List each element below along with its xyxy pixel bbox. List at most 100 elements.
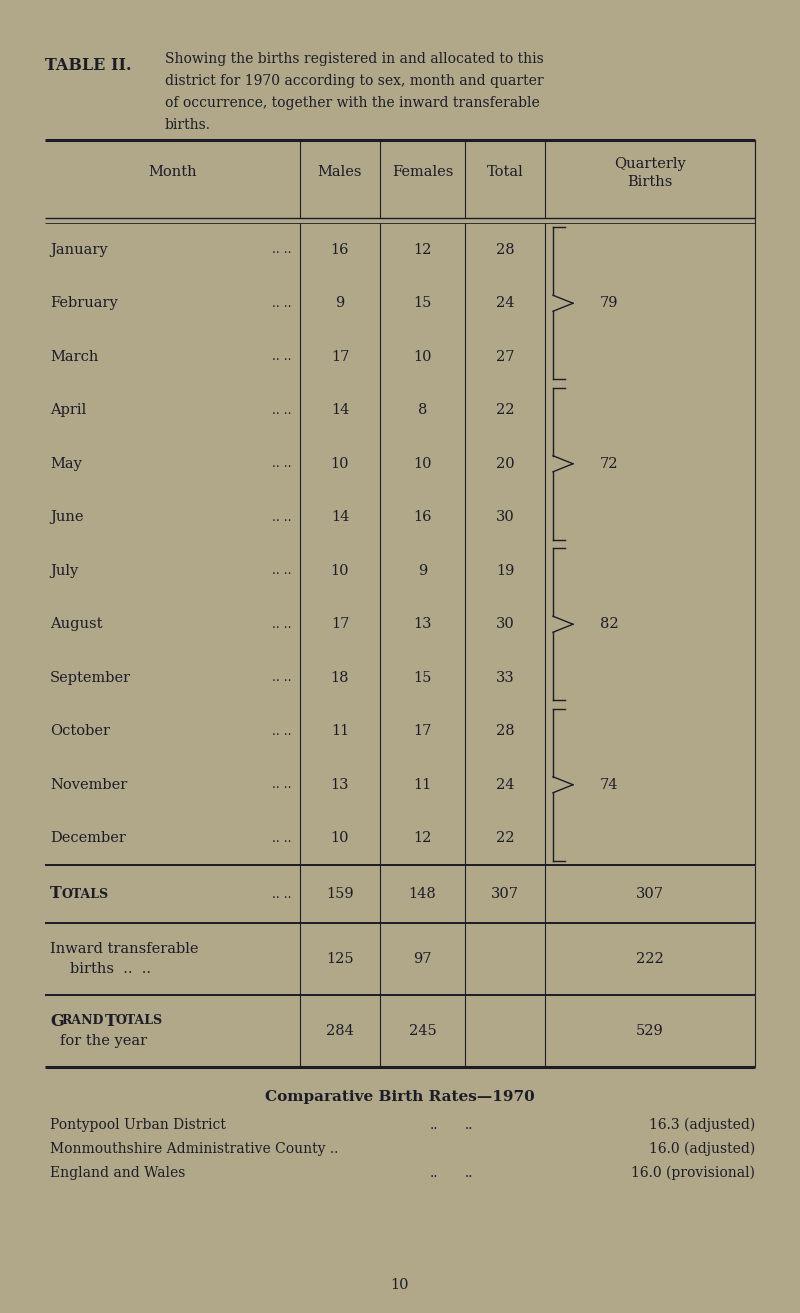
Text: September: September <box>50 671 131 685</box>
Text: 307: 307 <box>636 888 664 901</box>
Text: August: August <box>50 617 102 632</box>
Text: 28: 28 <box>496 725 514 738</box>
Text: 17: 17 <box>331 617 349 632</box>
Text: 82: 82 <box>600 617 618 632</box>
Text: .. ..: .. .. <box>273 511 292 524</box>
Text: 222: 222 <box>636 952 664 966</box>
Text: 22: 22 <box>496 403 514 418</box>
Text: for the year: for the year <box>60 1035 147 1048</box>
Text: Females: Females <box>392 165 453 179</box>
Text: 125: 125 <box>326 952 354 966</box>
Text: 15: 15 <box>414 297 432 310</box>
Text: 22: 22 <box>496 831 514 846</box>
Text: 10: 10 <box>390 1278 410 1292</box>
Text: 16.0 (adjusted): 16.0 (adjusted) <box>649 1142 755 1157</box>
Text: 9: 9 <box>418 563 427 578</box>
Text: .. ..: .. .. <box>273 297 292 310</box>
Text: October: October <box>50 725 110 738</box>
Text: births  ..  ..: births .. .. <box>70 962 151 976</box>
Text: Monmouthshire Administrative County ..: Monmouthshire Administrative County .. <box>50 1142 338 1155</box>
Text: Showing the births registered in and allocated to this: Showing the births registered in and all… <box>165 53 544 66</box>
Text: Month: Month <box>148 165 197 179</box>
Text: February: February <box>50 297 118 310</box>
Text: May: May <box>50 457 82 471</box>
Text: 79: 79 <box>600 297 618 310</box>
Text: 13: 13 <box>414 617 432 632</box>
Text: 10: 10 <box>330 457 350 471</box>
Text: 10: 10 <box>330 831 350 846</box>
Text: 97: 97 <box>414 952 432 966</box>
Text: 11: 11 <box>414 777 432 792</box>
Text: 159: 159 <box>326 888 354 901</box>
Text: of occurrence, together with the inward transferable: of occurrence, together with the inward … <box>165 96 540 110</box>
Text: .. ..: .. .. <box>273 404 292 416</box>
Text: .. ..: .. .. <box>273 617 292 630</box>
Text: .. ..: .. .. <box>273 457 292 470</box>
Text: district for 1970 according to sex, month and quarter: district for 1970 according to sex, mont… <box>165 74 544 88</box>
Text: 9: 9 <box>335 297 345 310</box>
Text: England and Wales: England and Wales <box>50 1166 186 1180</box>
Text: 245: 245 <box>409 1024 436 1039</box>
Text: ..: .. <box>465 1117 474 1132</box>
Text: 18: 18 <box>330 671 350 685</box>
Text: 17: 17 <box>331 349 349 364</box>
Text: Total: Total <box>486 165 523 179</box>
Text: November: November <box>50 777 127 792</box>
Text: .. ..: .. .. <box>273 779 292 792</box>
Text: 16: 16 <box>330 243 350 257</box>
Text: Quarterly: Quarterly <box>614 158 686 171</box>
Text: 20: 20 <box>496 457 514 471</box>
Text: 19: 19 <box>496 563 514 578</box>
Text: 14: 14 <box>331 403 349 418</box>
Text: June: June <box>50 511 83 524</box>
Text: 33: 33 <box>496 671 514 685</box>
Text: .. ..: .. .. <box>273 888 292 901</box>
Text: 10: 10 <box>414 349 432 364</box>
Text: March: March <box>50 349 98 364</box>
Text: .. ..: .. .. <box>273 351 292 364</box>
Text: .. ..: .. .. <box>273 671 292 684</box>
Text: December: December <box>50 831 126 846</box>
Text: 16: 16 <box>414 511 432 524</box>
Text: births.: births. <box>165 118 211 133</box>
Text: 13: 13 <box>330 777 350 792</box>
Text: 11: 11 <box>331 725 349 738</box>
Text: .. ..: .. .. <box>273 565 292 578</box>
Text: April: April <box>50 403 86 418</box>
Text: ..: .. <box>465 1166 474 1180</box>
Text: 16.0 (provisional): 16.0 (provisional) <box>631 1166 755 1180</box>
Text: 24: 24 <box>496 777 514 792</box>
Text: 15: 15 <box>414 671 432 685</box>
Text: 12: 12 <box>414 831 432 846</box>
Text: 10: 10 <box>330 563 350 578</box>
Text: RAND: RAND <box>61 1015 103 1028</box>
Text: January: January <box>50 243 108 257</box>
Text: .. ..: .. .. <box>273 243 292 256</box>
Text: TABLE II.: TABLE II. <box>45 56 131 74</box>
Text: ..: .. <box>430 1117 438 1132</box>
Text: 24: 24 <box>496 297 514 310</box>
Text: Pontypool Urban District: Pontypool Urban District <box>50 1117 226 1132</box>
Text: T: T <box>50 885 62 902</box>
Text: 72: 72 <box>600 457 618 471</box>
Text: 28: 28 <box>496 243 514 257</box>
Text: 12: 12 <box>414 243 432 257</box>
Text: 74: 74 <box>600 777 618 792</box>
Text: 529: 529 <box>636 1024 664 1039</box>
Text: 27: 27 <box>496 349 514 364</box>
Text: 307: 307 <box>491 888 519 901</box>
Text: Inward transferable: Inward transferable <box>50 941 198 956</box>
Text: 8: 8 <box>418 403 427 418</box>
Text: 10: 10 <box>414 457 432 471</box>
Text: Births: Births <box>627 175 673 189</box>
Text: .. ..: .. .. <box>273 831 292 844</box>
Text: 30: 30 <box>496 617 514 632</box>
Text: 30: 30 <box>496 511 514 524</box>
Text: OTALS: OTALS <box>116 1015 163 1028</box>
Text: OTALS: OTALS <box>61 888 108 901</box>
Text: Comparative Birth Rates—1970: Comparative Birth Rates—1970 <box>265 1090 535 1104</box>
Text: T: T <box>105 1012 117 1029</box>
Text: .. ..: .. .. <box>273 725 292 738</box>
Text: ..: .. <box>430 1166 438 1180</box>
Text: 17: 17 <box>414 725 432 738</box>
